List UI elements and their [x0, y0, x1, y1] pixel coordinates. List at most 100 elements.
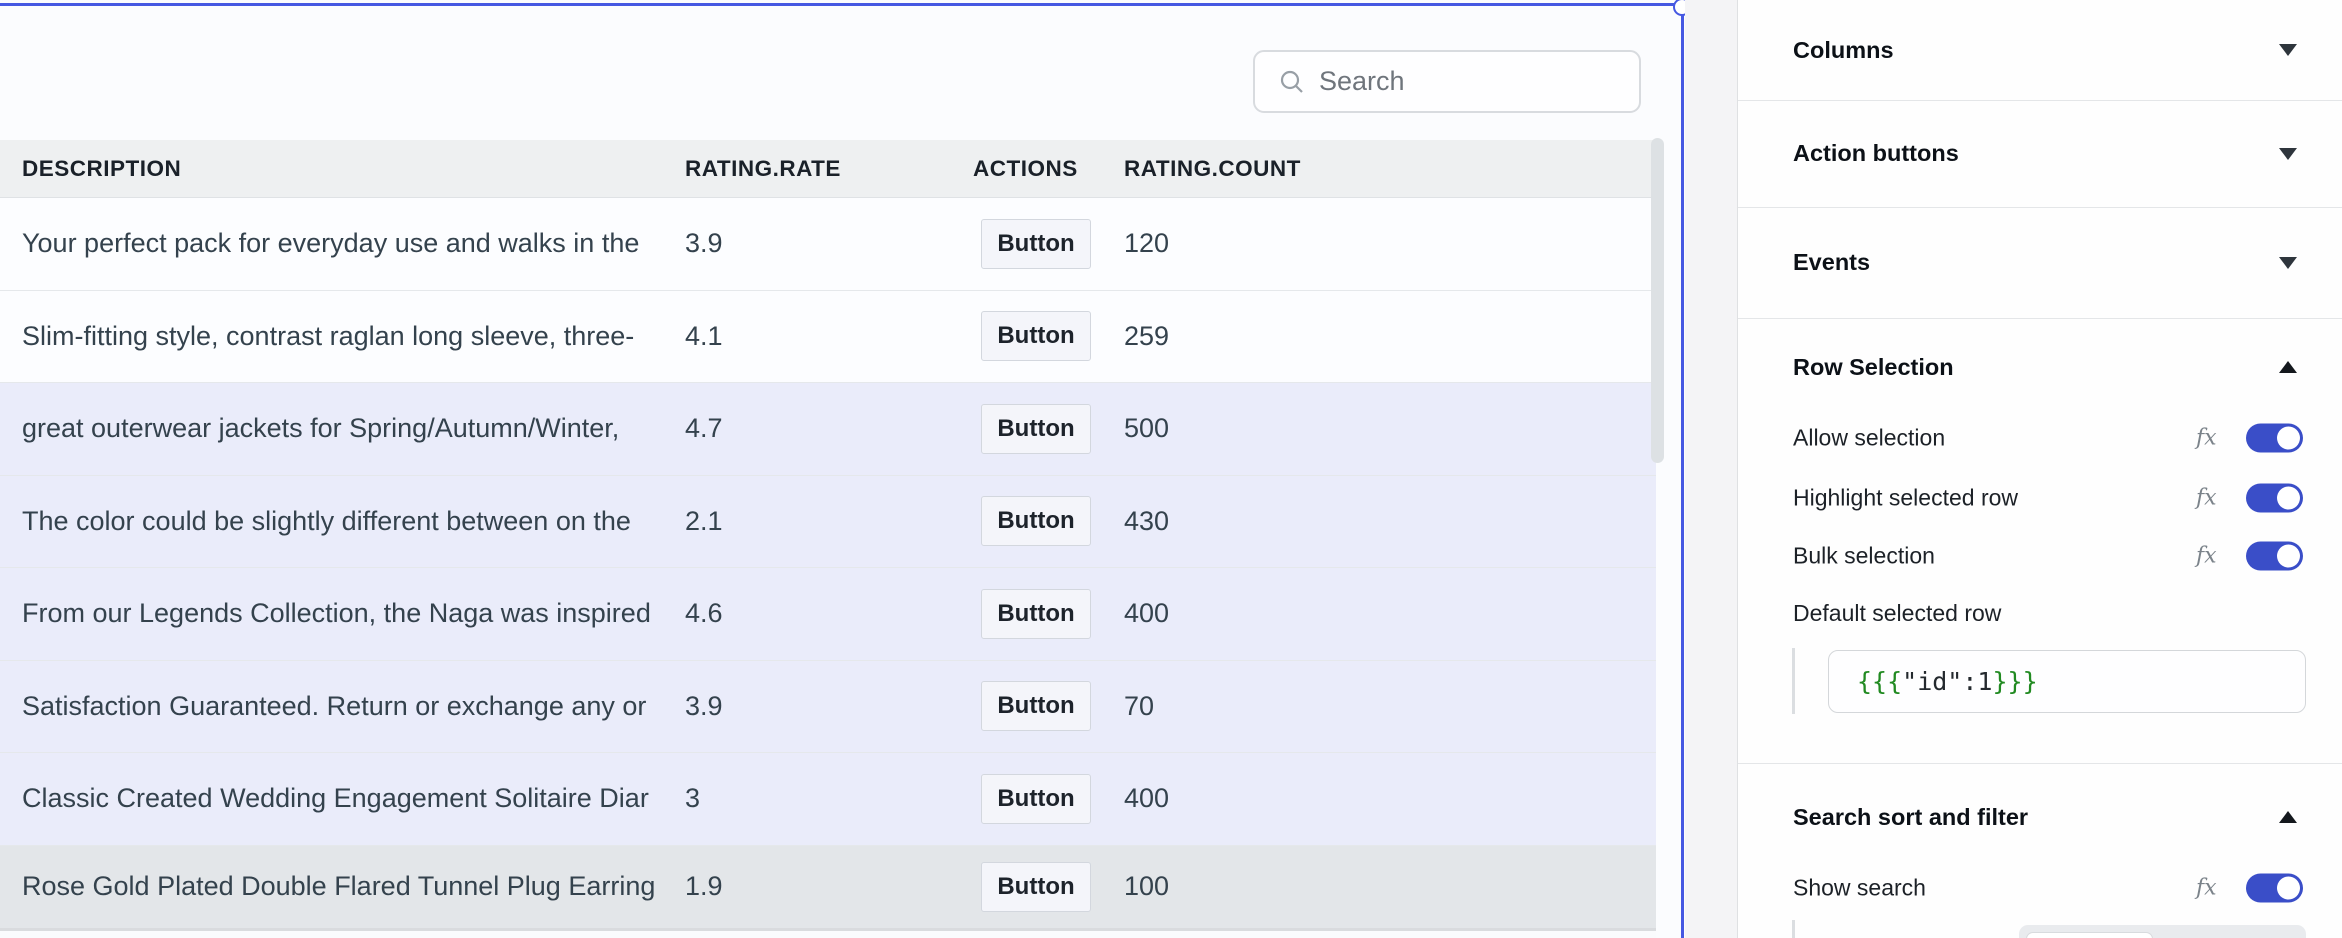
cell-rating-count: 120	[1124, 228, 1170, 259]
widget-resize-handle[interactable]	[1673, 0, 1685, 16]
cell-rating-rate: 2.1	[685, 505, 723, 536]
show-search-toggle[interactable]	[2246, 873, 2303, 903]
section-title: Columns	[1793, 36, 1894, 63]
cell-description: great outerwear jackets for Spring/Autum…	[22, 413, 620, 444]
table-row-hovered[interactable]: Rose Gold Plated Double Flared Tunnel Pl…	[0, 845, 1656, 928]
row-action-button[interactable]: Button	[981, 861, 1091, 912]
cell-description: From our Legends Collection, the Naga wa…	[22, 598, 651, 629]
cell-rating-rate: 3	[685, 783, 701, 814]
code-open-braces: {{{	[1857, 667, 1903, 696]
table-row-selected[interactable]: From our Legends Collection, the Naga wa…	[0, 568, 1656, 661]
search-icon	[1280, 70, 1303, 93]
table-widget-canvas: DESCRIPTION RATING.RATE ACTIONS RATING.C…	[0, 0, 1685, 938]
cell-rating-count: 430	[1124, 505, 1170, 536]
table-row-selected[interactable]: great outerwear jackets for Spring/Autum…	[0, 383, 1656, 476]
fx-icon[interactable]: fx	[2196, 425, 2217, 451]
highlight-selected-row-toggle[interactable]	[2246, 483, 2303, 513]
section-title: Search sort and filter	[1793, 803, 2029, 830]
bulk-selection-toggle[interactable]	[2246, 541, 2303, 571]
row-action-button[interactable]: Button	[981, 681, 1091, 732]
table: DESCRIPTION RATING.RATE ACTIONS RATING.C…	[0, 140, 1656, 938]
fx-icon[interactable]: fx	[2196, 543, 2217, 569]
cell-description: Satisfaction Guaranteed. Return or excha…	[22, 690, 647, 721]
column-header-description[interactable]: DESCRIPTION	[22, 156, 182, 181]
table-row[interactable]: Slim-fitting style, contrast raglan long…	[0, 290, 1656, 383]
cell-rating-count: 259	[1124, 320, 1170, 351]
table-row-selected[interactable]: Satisfaction Guaranteed. Return or excha…	[0, 660, 1656, 753]
cell-rating-count: 400	[1124, 598, 1170, 629]
cell-rating-rate: 3.9	[685, 228, 723, 259]
chevron-up-icon	[2279, 361, 2297, 373]
indent-guide	[1792, 648, 1795, 714]
search-input[interactable]	[1319, 66, 1619, 97]
widget-selection-border-top	[0, 3, 1683, 6]
table-row-selected[interactable]: The color could be slightly different be…	[0, 475, 1656, 568]
row-action-button[interactable]: Button	[981, 218, 1091, 269]
toggle-knob	[2277, 486, 2300, 510]
table-row[interactable]: Your perfect pack for everyday use and w…	[0, 198, 1656, 291]
allow-selection-toggle[interactable]	[2246, 423, 2303, 453]
cell-rating-rate: 1.9	[685, 871, 723, 902]
table-header-row: DESCRIPTION RATING.RATE ACTIONS RATING.C…	[0, 140, 1656, 198]
cell-description: Slim-fitting style, contrast raglan long…	[22, 320, 635, 351]
cell-rating-count: 500	[1124, 413, 1170, 444]
cell-description: Rose Gold Plated Double Flared Tunnel Pl…	[22, 871, 656, 902]
cell-description: Classic Created Wedding Engagement Solit…	[22, 783, 649, 814]
prop-label: Highlight selected row	[1793, 484, 2019, 511]
row-action-button[interactable]: Button	[981, 773, 1091, 824]
section-divider	[1738, 207, 2342, 208]
section-title: Row Selection	[1793, 353, 1954, 380]
section-events[interactable]: Events	[1738, 207, 2342, 318]
section-title: Events	[1793, 249, 1871, 275]
property-pane: Columns Action buttons Events Row Select…	[1737, 0, 2342, 938]
default-selected-row-input[interactable]: {{{"id":1}}}	[1828, 650, 2306, 713]
fx-icon[interactable]: fx	[2196, 485, 2217, 511]
prop-row-allow-selection: Allow selection fx	[1738, 410, 2342, 466]
column-header-rating-rate[interactable]: RATING.RATE	[685, 156, 841, 181]
fx-icon[interactable]: fx	[2196, 875, 2217, 901]
prop-label: Allow selection	[1793, 424, 1946, 451]
cell-rating-rate: 4.6	[685, 598, 723, 629]
toggle-knob	[2277, 426, 2300, 450]
table-bottom-strip	[0, 931, 1656, 938]
section-divider	[1738, 318, 2342, 319]
section-divider	[1738, 763, 2342, 764]
cell-rating-rate: 4.1	[685, 320, 723, 351]
cell-rating-rate: 3.9	[685, 690, 723, 721]
toggle-knob	[2277, 876, 2300, 900]
section-columns[interactable]: Columns	[1738, 0, 2342, 100]
cell-description: The color could be slightly different be…	[22, 505, 631, 536]
table-bottom-divider	[0, 928, 1656, 931]
default-selected-row-label: Default selected row	[1793, 600, 2002, 626]
section-row-selection[interactable]: Row Selection	[1738, 318, 2342, 416]
cell-description: Your perfect pack for everyday use and w…	[22, 228, 640, 259]
prop-label: Bulk selection	[1793, 542, 1935, 569]
column-header-rating-count[interactable]: RATING.COUNT	[1124, 156, 1301, 181]
table-scrollbar-thumb[interactable]	[1651, 138, 1664, 463]
toggle-knob	[2277, 544, 2300, 568]
prop-row-show-search: Show search fx	[1738, 860, 2342, 916]
column-header-actions[interactable]: ACTIONS	[973, 156, 1078, 181]
row-action-button[interactable]: Button	[981, 403, 1091, 454]
table-row-selected[interactable]: Classic Created Wedding Engagement Solit…	[0, 753, 1656, 846]
cell-rating-count: 400	[1124, 783, 1170, 814]
widget-selection-border-right	[1681, 3, 1684, 938]
segmented-control-active-segment[interactable]	[2026, 932, 2153, 938]
prop-label: Show search	[1793, 874, 1926, 901]
row-action-button[interactable]: Button	[981, 496, 1091, 547]
section-search-sort-filter[interactable]: Search sort and filter	[1738, 768, 2342, 866]
code-inner-text: "id":1	[1902, 667, 1993, 696]
row-action-button[interactable]: Button	[981, 588, 1091, 639]
prop-row-bulk-selection: Bulk selection fx	[1738, 528, 2342, 584]
section-divider	[1738, 100, 2342, 101]
section-title: Action buttons	[1793, 140, 1959, 166]
table-search-box	[1253, 50, 1641, 113]
chevron-down-icon	[2279, 147, 2297, 160]
cell-rating-count: 100	[1124, 871, 1170, 902]
section-action-buttons[interactable]: Action buttons	[1738, 100, 2342, 207]
row-action-button[interactable]: Button	[981, 311, 1091, 362]
chevron-down-icon	[2279, 256, 2297, 269]
cell-rating-count: 70	[1124, 690, 1155, 721]
canvas-gutter	[1685, 0, 1737, 938]
segmented-control[interactable]	[2019, 925, 2306, 938]
